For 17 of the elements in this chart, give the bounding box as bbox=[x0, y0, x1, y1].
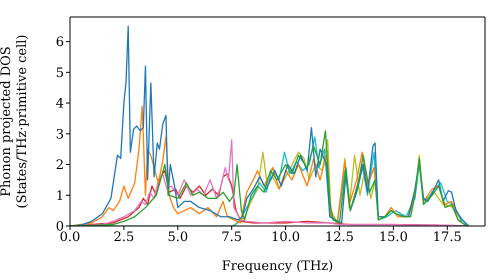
x-tick-label: 5.0 bbox=[167, 230, 188, 246]
x-tick-label: 2.5 bbox=[114, 230, 134, 246]
x-tick-label: 10.0 bbox=[271, 230, 300, 246]
x-tick-label: 0.0 bbox=[60, 230, 80, 246]
x-tick-label: 12.5 bbox=[325, 230, 354, 246]
x-axis-title: Frequency (THz) bbox=[222, 259, 334, 274]
line-series bbox=[70, 26, 470, 226]
y-tick-label: 3 bbox=[56, 127, 64, 142]
x-tick-label: 15.0 bbox=[378, 230, 408, 246]
y-tick-label: 1 bbox=[56, 188, 64, 204]
y-tick-label: 6 bbox=[56, 35, 64, 50]
x-tick-label: 7.5 bbox=[221, 230, 242, 246]
x-tick-label: 17.5 bbox=[432, 230, 462, 246]
y-tick-label: 2 bbox=[56, 158, 64, 174]
y-tick-label: 5 bbox=[56, 66, 64, 81]
y-axis-title: Phonon projected DOS (States/THz·primitive cell) bbox=[0, 34, 30, 209]
y-tick-label: 4 bbox=[56, 96, 64, 112]
